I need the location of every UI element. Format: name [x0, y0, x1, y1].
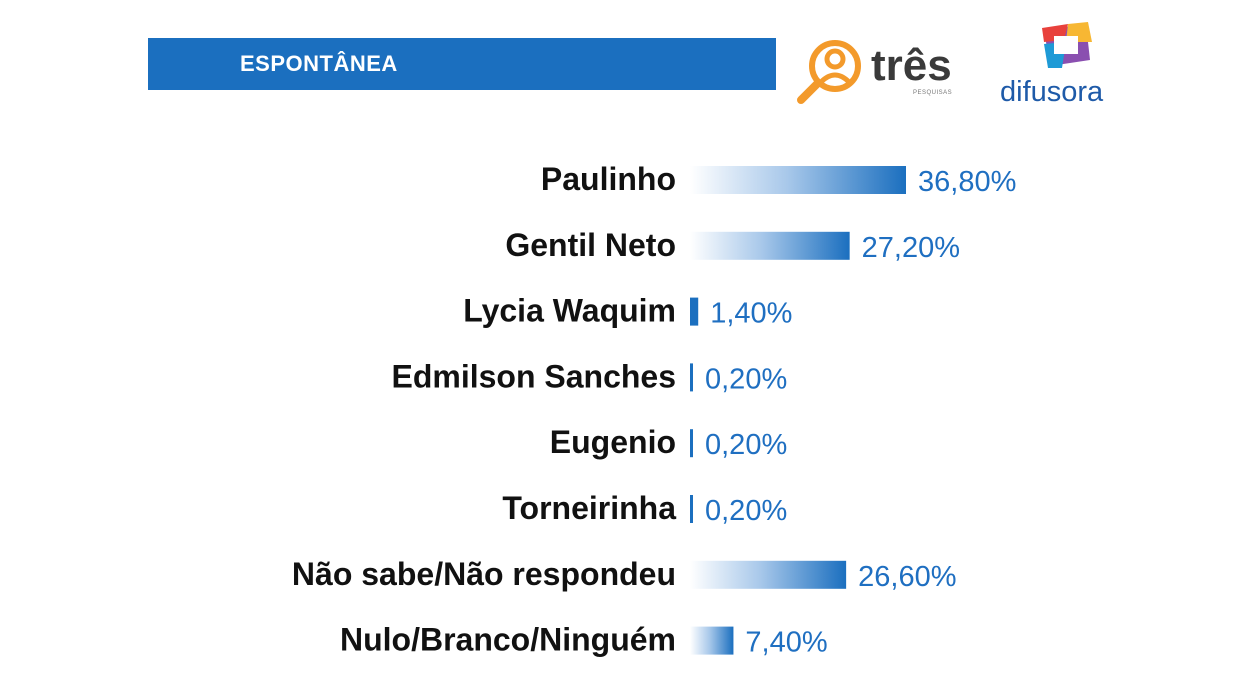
- tres-logo-sub: PESQUISAS: [913, 90, 953, 96]
- category-label: Não sabe/Não respondeu: [292, 556, 676, 592]
- category-label: Eugenio: [550, 424, 676, 460]
- category-label: Lycia Waquim: [463, 293, 676, 329]
- tres-logo: três PESQUISAS: [795, 38, 975, 104]
- bar: [690, 231, 850, 260]
- value-label: 0,20%: [705, 429, 787, 461]
- category-label: Torneirinha: [502, 490, 676, 526]
- value-label: 27,20%: [862, 232, 960, 264]
- title-banner: ESPONTÂNEA: [148, 38, 776, 90]
- value-label: 1,40%: [710, 298, 792, 330]
- category-label: Gentil Neto: [505, 227, 676, 263]
- category-label: Paulinho: [541, 161, 676, 197]
- value-label: 26,60%: [858, 561, 956, 593]
- bar: [690, 363, 693, 392]
- difusora-logo-word: difusora: [1000, 76, 1104, 108]
- bar: [690, 626, 734, 655]
- chart-title: ESPONTÂNEA: [240, 51, 398, 76]
- magnifier-person-icon: [797, 40, 861, 104]
- category-label: Nulo/Branco/Ninguém: [340, 622, 676, 658]
- value-label: 0,20%: [705, 363, 787, 395]
- bar: [690, 495, 693, 523]
- value-label: 0,20%: [705, 495, 787, 527]
- bar: [690, 560, 847, 589]
- bar: [690, 166, 906, 194]
- category-label: Edmilson Sanches: [391, 358, 676, 394]
- value-label: 36,80%: [918, 166, 1016, 198]
- tres-logo-word: três: [871, 41, 952, 90]
- value-label: 7,40%: [745, 627, 827, 659]
- bar: [690, 297, 699, 326]
- difusora-logo: difusora: [1000, 20, 1140, 110]
- bar: [690, 429, 693, 458]
- tv-screen-icon: [1042, 22, 1092, 68]
